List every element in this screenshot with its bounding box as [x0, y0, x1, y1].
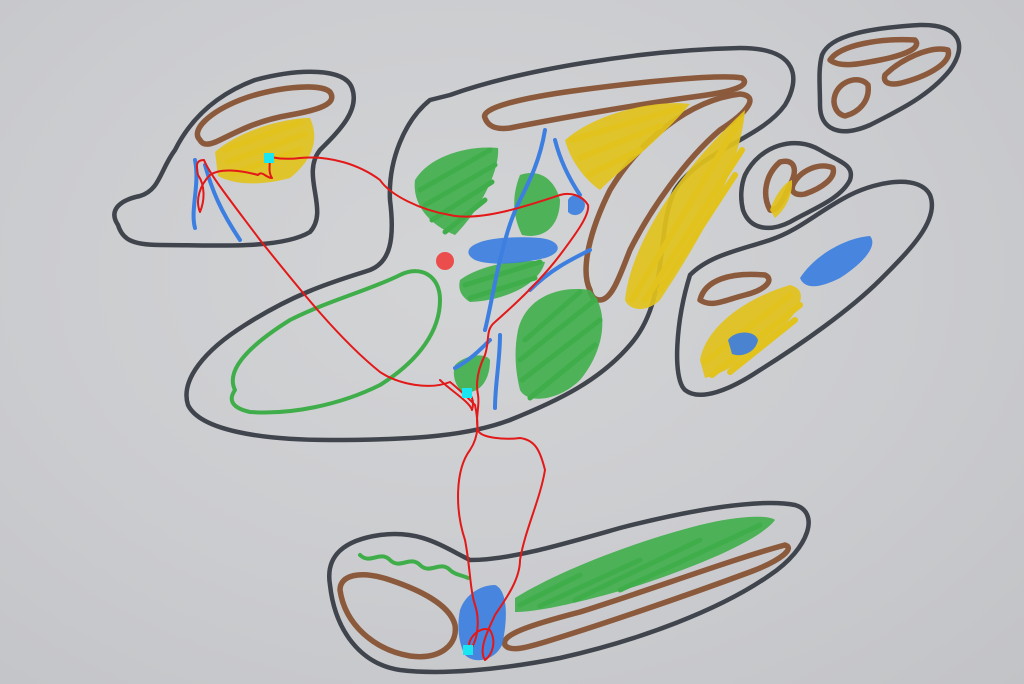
- route-path: [195, 156, 590, 661]
- current-position-marker[interactable]: [436, 252, 454, 270]
- island-right-top: [817, 22, 962, 134]
- island-right-middle: [739, 140, 854, 231]
- island-right-lower: [674, 179, 935, 397]
- waypoint-marker[interactable]: [462, 388, 472, 398]
- waypoint-marker[interactable]: [463, 645, 473, 655]
- waypoint-marker[interactable]: [264, 153, 274, 163]
- island-bottom: [326, 500, 811, 675]
- island-left-head: [112, 69, 356, 248]
